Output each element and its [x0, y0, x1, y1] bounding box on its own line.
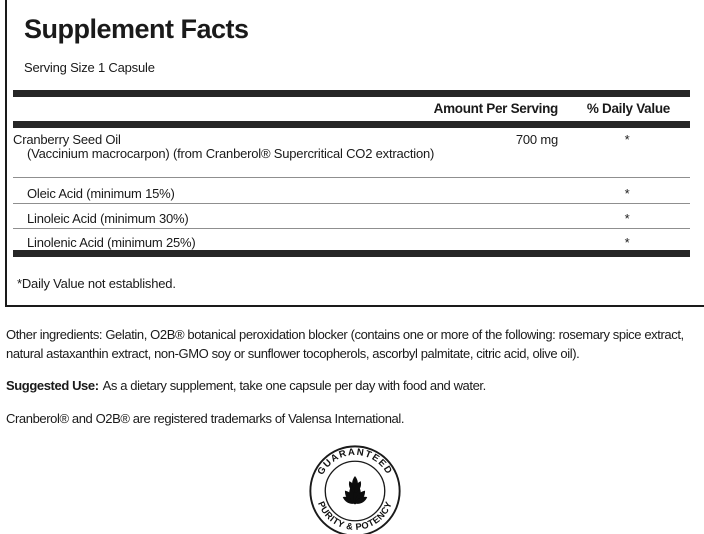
ingredient-daily-value: * — [624, 132, 630, 147]
daily-value-footnote: *Daily Value not established. — [17, 276, 176, 291]
heavy-rule-bottom — [13, 250, 690, 257]
ingredient-name: Linolenic Acid (minimum 25%) — [27, 235, 196, 250]
panel-title: Supplement Facts — [24, 14, 249, 44]
ingredient-name: Oleic Acid (minimum 15%) — [27, 186, 175, 201]
divider — [13, 203, 690, 204]
ingredient-daily-value: * — [624, 235, 630, 250]
heavy-rule-top — [13, 90, 690, 97]
other-ingredients-text: Other ingredients: Gelatin, O2B® botanic… — [6, 327, 684, 361]
guaranteed-purity-potency-seal: GUARANTEED PURITY & POTENCY — [309, 445, 401, 534]
divider — [13, 228, 690, 229]
ingredient-name: Linoleic Acid (minimum 30%) — [27, 211, 189, 226]
heavy-rule-under-header — [13, 121, 690, 128]
trademark-note: Cranberol® and O2B® are registered trade… — [6, 411, 405, 426]
serving-size: Serving Size 1 Capsule — [24, 60, 155, 75]
ingredient-amount: 700 mg — [515, 132, 558, 147]
divider — [13, 177, 690, 178]
column-header-amount: Amount Per Serving — [433, 101, 559, 116]
suggested-use-text: Suggested Use: As a dietary supplement, t… — [6, 376, 700, 395]
column-header-daily-value: % Daily Value — [586, 101, 670, 116]
ingredient-detail: (Vaccinium macrocarpon) (from Cranberol®… — [27, 146, 435, 161]
suggested-use-label: Suggested Use: — [6, 378, 99, 393]
ingredient-daily-value: * — [624, 211, 630, 226]
suggested-use-body: As a dietary supplement, take one capsul… — [102, 378, 487, 393]
ingredient-daily-value: * — [624, 186, 630, 201]
ingredient-name: Cranberry Seed Oil — [13, 132, 121, 147]
